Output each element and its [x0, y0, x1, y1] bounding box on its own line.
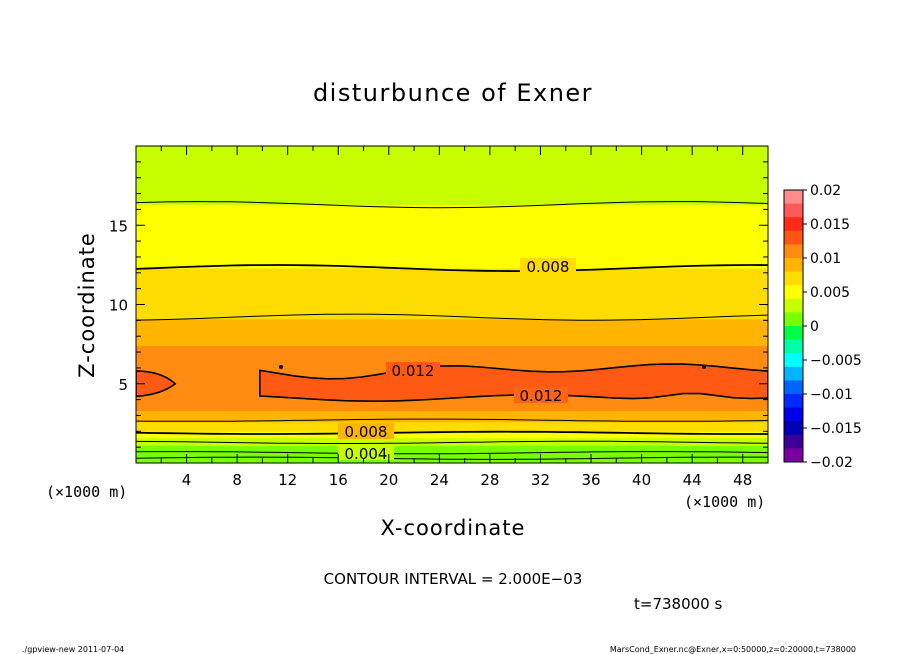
contour-line — [136, 418, 768, 422]
contour-label: 0.004 — [345, 445, 388, 463]
color-band — [136, 437, 768, 447]
footer-right: MarsCond_Exner.nc@Exner,x=0:50000,z=0:20… — [610, 645, 856, 654]
color-band — [136, 318, 768, 347]
footer-left: ./gpview-new 2011-07-04 — [22, 645, 124, 654]
x-tick-label: 8 — [232, 471, 242, 489]
x-axis-unit: (×1000 m) — [46, 483, 127, 501]
colorbar: 0.02 0.015 0.01 0.005 0 −0.005 −0.01 −0.015 −0.0… — [784, 183, 862, 471]
chart-title: disturbunce of Exner — [313, 79, 593, 107]
x-tick-label: 48 — [733, 471, 752, 489]
x-axis-label: X-coordinate — [381, 516, 526, 540]
colorbar-swatch — [784, 434, 803, 449]
colorbar-swatch — [784, 421, 803, 436]
colorbar-swatch — [784, 190, 803, 205]
colorbar-tick-label: 0 — [810, 319, 819, 335]
x-tick-label: 20 — [379, 471, 398, 489]
colorbar-tick-label: 0.015 — [810, 217, 850, 233]
contour-label-bg — [338, 445, 394, 460]
x-tick-label: 4 — [182, 471, 192, 489]
color-band — [136, 431, 768, 439]
x-tick-label: 40 — [632, 471, 651, 489]
x-tick-label: 44 — [683, 471, 702, 489]
y-tick-label: 10 — [109, 297, 128, 315]
color-band — [136, 146, 768, 206]
colorbar-tick-label: 0.01 — [810, 251, 841, 267]
plot-fill — [136, 146, 768, 463]
colorbar-swatch — [784, 244, 803, 259]
contour-label-bg — [338, 423, 394, 439]
contour-label-bg — [386, 362, 440, 378]
contour-line — [136, 451, 768, 455]
color-band — [136, 410, 768, 423]
contour-line — [136, 313, 768, 321]
colorbar-swatch — [784, 448, 803, 463]
colorbar-swatch — [784, 353, 803, 368]
y-axis-ticks: 5 10 15 — [109, 161, 768, 448]
colorbar-swatch — [784, 326, 803, 341]
contour-lines — [136, 201, 768, 460]
contour-point — [279, 365, 283, 369]
colorbar-swatch — [784, 407, 803, 422]
colorbar-swatch — [784, 285, 803, 300]
colorbar-tick-label: 0.005 — [810, 285, 850, 301]
colorbar-swatch — [784, 271, 803, 286]
colorbar-frame — [783, 189, 804, 463]
colorbar-swatch — [784, 366, 803, 381]
y-tick-label: 15 — [109, 217, 128, 235]
color-band — [136, 268, 768, 320]
x-tick-label: 28 — [480, 471, 499, 489]
x-tick-label: 12 — [278, 471, 297, 489]
color-bands — [136, 146, 768, 463]
y-axis-unit: (×1000 m) — [684, 493, 765, 511]
contour-point — [702, 365, 706, 369]
contour-line — [136, 430, 768, 435]
color-band — [136, 445, 768, 463]
contour-label: 0.012 — [392, 362, 435, 380]
x-axis-ticks: 4 8 12 16 20 24 28 32 36 40 44 48 — [135, 146, 769, 489]
colorbar-swatch — [784, 380, 803, 395]
contour-line — [136, 264, 768, 273]
colorbar-swatch — [784, 394, 803, 409]
contour-label-bg — [520, 258, 576, 274]
contour-label: 0.012 — [520, 387, 563, 405]
contour-label: 0.008 — [345, 423, 388, 441]
color-band — [136, 204, 768, 269]
colorbar-tick-label: 0.02 — [810, 183, 841, 199]
colorbar-tick-label: −0.005 — [810, 353, 862, 369]
colorbar-swatch — [784, 230, 803, 245]
colorbar-swatch — [784, 203, 803, 218]
colorbar-swatch — [784, 298, 803, 313]
y-axis-label: Z-coordinate — [75, 232, 99, 378]
contour-interval: CONTOUR INTERVAL = 2.000E−03 — [324, 570, 583, 588]
colorbar-swatch — [784, 217, 803, 232]
time-label: t=738000 s — [634, 595, 722, 613]
contour-line — [136, 456, 768, 460]
colorbar-tick-label: −0.015 — [810, 421, 862, 437]
colorbar-swatch — [784, 339, 803, 354]
x-tick-label: 24 — [430, 471, 449, 489]
x-tick-label: 32 — [531, 471, 550, 489]
contour-line — [136, 201, 768, 209]
colorbar-swatch — [784, 312, 803, 327]
colorbar-tick-label: −0.01 — [810, 387, 853, 403]
contour-line — [136, 440, 768, 444]
x-tick-label: 16 — [329, 471, 348, 489]
colorbar-swatch — [784, 258, 803, 273]
contour-label: 0.008 — [527, 258, 570, 276]
colorbar-tick-label: −0.02 — [810, 455, 853, 471]
color-band — [136, 421, 768, 432]
y-tick-label: 5 — [118, 376, 128, 394]
contour-label-bg — [514, 387, 568, 403]
x-tick-label: 36 — [581, 471, 600, 489]
